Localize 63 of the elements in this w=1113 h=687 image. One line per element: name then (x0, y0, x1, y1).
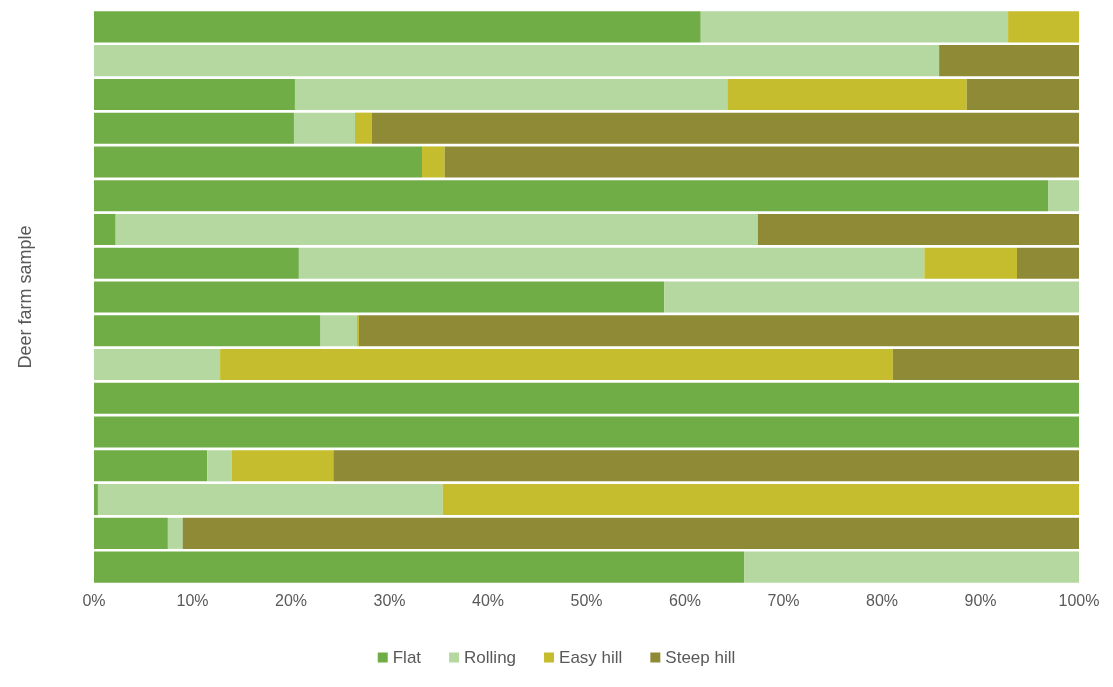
bar (371, 112, 1079, 144)
bar (939, 45, 1079, 77)
bar (700, 11, 1009, 43)
bar (422, 146, 445, 178)
x-tick-label: 70% (767, 591, 800, 609)
bar (94, 247, 299, 279)
bar (293, 112, 356, 144)
bar (298, 247, 925, 279)
bar (757, 213, 1079, 245)
x-tick-label: 60% (668, 591, 702, 609)
bar (94, 112, 294, 144)
bar (892, 349, 1079, 381)
x-tick-label: 30% (373, 591, 406, 609)
bar (727, 78, 967, 110)
bar (1008, 11, 1079, 43)
bar (664, 281, 1079, 313)
bar (1048, 180, 1079, 212)
x-tick-label: 100% (1058, 591, 1100, 609)
legend-label: Flat (392, 648, 422, 667)
bar (94, 11, 701, 43)
bar (94, 213, 116, 245)
bar (924, 247, 1017, 279)
bar (182, 517, 1079, 549)
bar (94, 146, 423, 178)
legend-label: Easy hill (559, 648, 623, 667)
y-axis-title: Deer farm sample (15, 225, 35, 369)
bar (115, 213, 758, 245)
bar (358, 315, 1079, 347)
bar (220, 349, 893, 381)
bar (94, 349, 221, 381)
bar (94, 315, 321, 347)
bar (94, 416, 1079, 448)
bar (444, 146, 1079, 178)
legend-label: Rolling (464, 648, 517, 667)
bar (744, 551, 1079, 583)
bar (94, 551, 745, 583)
bar (94, 517, 168, 549)
bar (94, 78, 295, 110)
x-tick-label: 10% (176, 591, 209, 609)
bar (442, 484, 1079, 516)
bar (94, 281, 665, 313)
bar (294, 78, 728, 110)
legend-label: Steep hill (665, 648, 736, 667)
x-tick-label: 0% (82, 591, 106, 609)
bar (94, 180, 1049, 212)
bar (333, 450, 1079, 482)
bar (1016, 247, 1079, 279)
bar (94, 382, 1079, 414)
bar (167, 517, 183, 549)
x-tick-label: 90% (964, 591, 997, 609)
bar (966, 78, 1079, 110)
bar (94, 450, 208, 482)
bar (320, 315, 357, 347)
x-tick-label: 50% (570, 591, 603, 609)
bar (355, 112, 372, 144)
x-tick-label: 20% (274, 591, 308, 609)
bar (207, 450, 232, 482)
x-tick-label: 80% (865, 591, 899, 609)
bar (97, 484, 443, 516)
x-tick-label: 40% (471, 591, 505, 609)
bar (94, 45, 940, 77)
bar (94, 484, 98, 516)
bar (231, 450, 334, 482)
